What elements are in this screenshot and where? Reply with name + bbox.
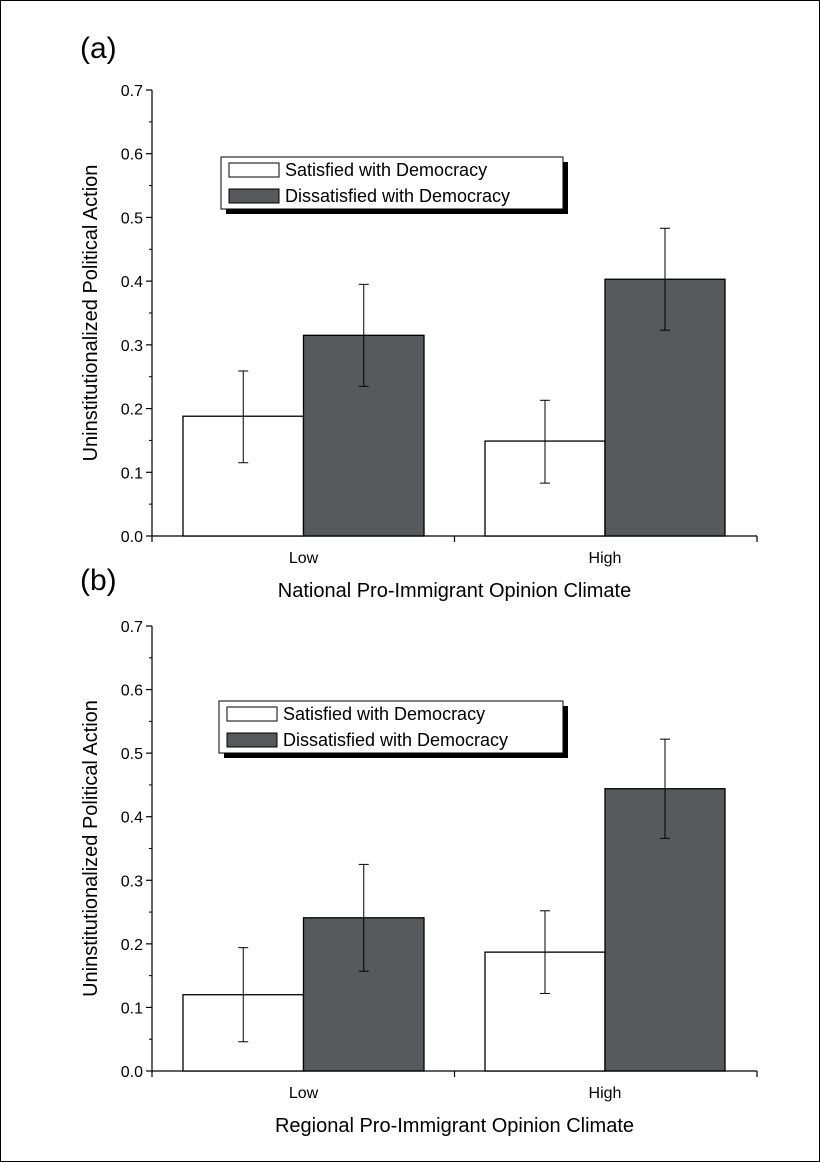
y-tick-label: 0.1 — [121, 1000, 143, 1017]
x-tick-label-high: High — [589, 550, 622, 567]
legend: Satisfied with Democracy Dissatisfied wit… — [218, 700, 568, 758]
x-tick-label-low: Low — [289, 550, 319, 567]
y-tick-label: 0.7 — [121, 619, 143, 636]
legend-label-dissatisfied: Dissatisfied with Democracy — [285, 186, 510, 206]
legend-label-satisfied: Satisfied with Democracy — [283, 704, 485, 724]
x-axis-title: Regional Pro-Immigrant Opinion Climate — [275, 1115, 634, 1137]
y-tick-label: 0.1 — [121, 465, 143, 482]
y-tick-label: 0.6 — [121, 147, 143, 164]
y-tick-label: 0.5 — [121, 746, 143, 763]
legend-swatch-satisfied — [228, 162, 280, 178]
y-axis-title: Uninstitutionalized Political Action — [80, 700, 102, 997]
legend-label-satisfied: Satisfied with Democracy — [285, 160, 487, 180]
chart-panel-a: (a) 0.0 0.1 0.2 0.3 0.4 0.5 0.6 0.7 Low High Nation… — [80, 32, 758, 602]
legend: Satisfied with Democracy Dissatisfied wit… — [220, 156, 568, 214]
panel-label: (a) — [80, 32, 117, 65]
y-tick-label: 0.0 — [121, 529, 143, 546]
legend-swatch-dissatisfied — [226, 732, 278, 748]
x-tick-label-high: High — [589, 1085, 622, 1102]
legend-swatch-dissatisfied — [228, 188, 280, 204]
y-tick-label: 0.5 — [121, 210, 143, 227]
legend-swatch-satisfied — [226, 706, 278, 722]
x-tick-label-low: Low — [289, 1085, 319, 1102]
y-tick-label: 0.6 — [121, 683, 143, 700]
y-tick-label: 0.4 — [121, 810, 143, 827]
y-tick-label: 0.7 — [121, 83, 143, 100]
x-axis-title: National Pro-Immigrant Opinion Climate — [278, 580, 631, 602]
y-tick-label: 0.2 — [121, 937, 143, 954]
y-tick-label: 0.3 — [121, 873, 143, 890]
y-tick-label: 0.0 — [121, 1064, 143, 1081]
panel-label: (b) — [80, 564, 117, 597]
y-tick-label: 0.2 — [121, 402, 143, 419]
y-axis-title: Uninstitutionalized Political Action — [80, 165, 102, 462]
legend-label-dissatisfied: Dissatisfied with Democracy — [283, 730, 508, 750]
chart-panel-b: (b) 0.0 0.1 0.2 0.3 0.4 0.5 0.6 0.7 Low High Region… — [80, 564, 758, 1137]
y-tick-label: 0.4 — [121, 274, 143, 291]
y-tick-label: 0.3 — [121, 338, 143, 355]
